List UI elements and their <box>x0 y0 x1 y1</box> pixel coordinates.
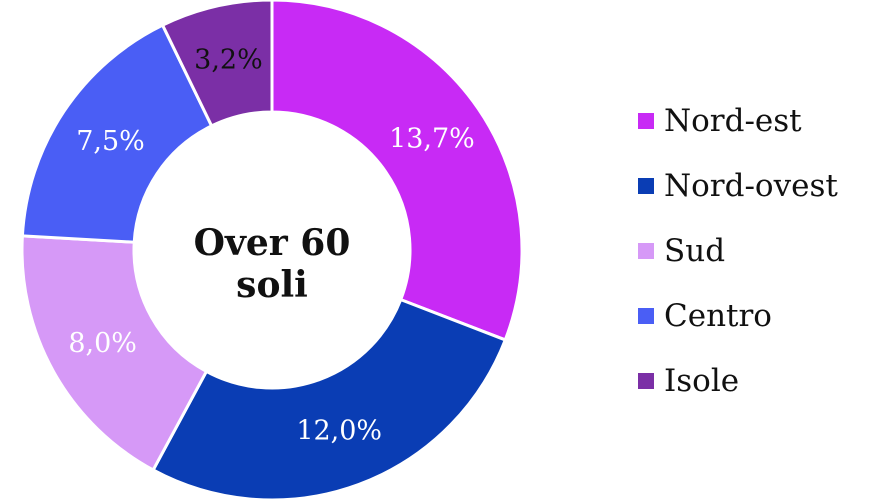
legend-swatch <box>638 113 654 129</box>
legend-label: Nord-est <box>664 103 802 139</box>
data-label: 3,2% <box>194 44 263 75</box>
legend-label: Nord-ovest <box>664 168 838 204</box>
legend-label: Centro <box>664 298 772 334</box>
donut-slice-isole <box>160 0 274 128</box>
legend-item-centro: Centro <box>638 298 838 334</box>
legend-item-isole: Isole <box>638 363 838 399</box>
legend-swatch <box>638 308 654 324</box>
data-label: 8,0% <box>68 328 137 359</box>
legend-swatch <box>638 178 654 194</box>
data-label: 12,0% <box>296 415 382 446</box>
legend-item-nord-est: Nord-est <box>638 103 838 139</box>
legend-swatch <box>638 243 654 259</box>
chart-legend: Nord-est Nord-ovest Sud Centro Isole <box>638 103 838 429</box>
legend-item-sud: Sud <box>638 233 838 269</box>
legend-label: Isole <box>664 363 740 399</box>
data-label: 13,7% <box>389 124 475 155</box>
legend-item-nord-ovest: Nord-ovest <box>638 168 838 204</box>
legend-label: Sud <box>664 233 726 269</box>
donut-chart: 13,7% 12,0% 8,0% 7,5% 3,2% <box>20 0 524 502</box>
legend-swatch <box>638 373 654 389</box>
donut-slice-centro <box>20 23 214 244</box>
donut-slice-sud <box>20 234 209 472</box>
data-label: 7,5% <box>76 126 145 157</box>
donut-slice-nord-est <box>270 0 524 342</box>
donut-slice-nord-ovest <box>151 297 508 502</box>
center-title-line-1: Over 60 <box>193 222 351 264</box>
chart-center-title: Over 60 soli <box>172 222 372 306</box>
center-title-line-2: soli <box>236 264 308 306</box>
